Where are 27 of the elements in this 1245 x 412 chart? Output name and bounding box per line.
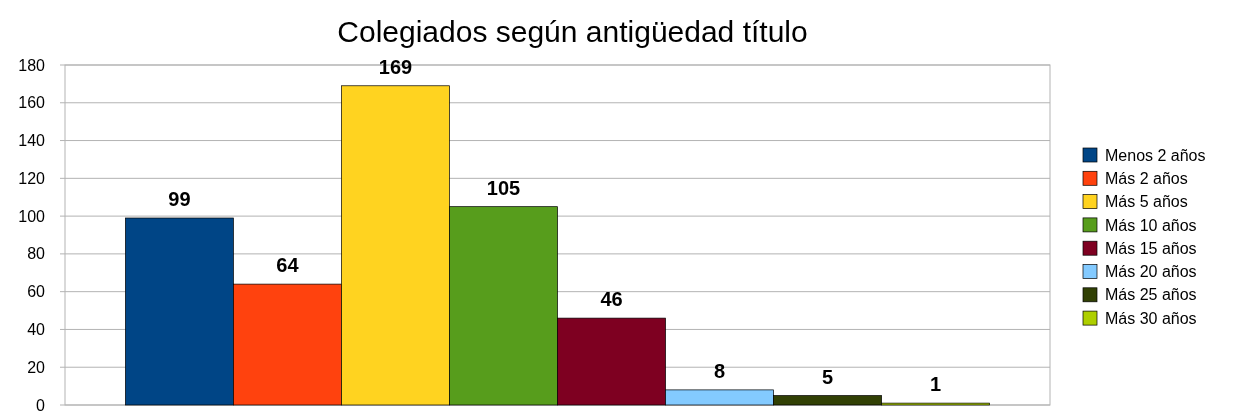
data-label: 99 (168, 188, 191, 210)
legend-label: Más 20 años (1105, 263, 1197, 281)
data-label: 169 (378, 55, 413, 78)
y-tick-label: 40 (27, 321, 46, 339)
legend-label: Más 10 años (1105, 216, 1197, 234)
chart-title: Colegiados según antigüedad título (337, 15, 808, 48)
y-tick-label: 60 (27, 283, 46, 301)
data-label: 105 (486, 176, 521, 199)
data-label: 46 (600, 288, 623, 311)
y-tick-label: 20 (27, 358, 46, 376)
legend-label: Más 15 años (1105, 239, 1197, 257)
data-label: 5 (822, 365, 834, 388)
y-tick-label: 180 (18, 56, 46, 74)
y-tick-label: 140 (18, 132, 46, 150)
legend-label: Más 30 años (1105, 309, 1197, 327)
y-tick-label: 160 (18, 94, 46, 112)
legend-label: Más 25 años (1105, 286, 1197, 304)
y-tick-label: 120 (18, 169, 46, 187)
legend-label: Menos 2 años (1105, 146, 1206, 164)
data-label: 8 (713, 359, 726, 382)
data-label: 1 (930, 373, 942, 396)
legend-label: Más 5 años (1105, 193, 1188, 211)
y-tick-label: 100 (18, 207, 46, 225)
data-label: 64 (276, 254, 300, 277)
legend-label: Más 2 años (1105, 169, 1188, 187)
y-tick-label: 80 (27, 245, 46, 263)
y-tick-label: 0 (36, 396, 46, 412)
